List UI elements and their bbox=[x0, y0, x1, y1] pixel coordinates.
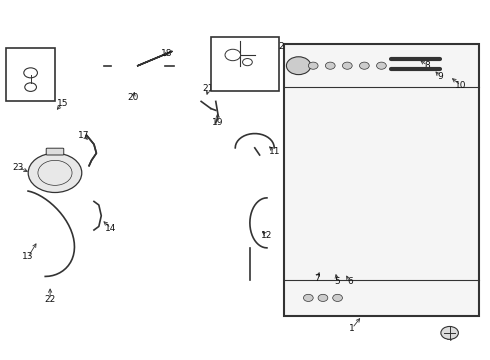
Text: 23: 23 bbox=[13, 163, 24, 172]
FancyBboxPatch shape bbox=[211, 37, 279, 91]
Circle shape bbox=[441, 327, 459, 339]
Circle shape bbox=[24, 68, 37, 78]
Circle shape bbox=[360, 62, 369, 69]
Text: 8: 8 bbox=[425, 61, 431, 70]
Circle shape bbox=[343, 62, 352, 69]
Text: 12: 12 bbox=[261, 231, 272, 240]
Text: 19: 19 bbox=[213, 118, 224, 127]
Circle shape bbox=[25, 83, 36, 91]
Text: 22: 22 bbox=[45, 295, 56, 304]
FancyBboxPatch shape bbox=[46, 148, 64, 155]
FancyBboxPatch shape bbox=[284, 44, 479, 316]
Text: 21: 21 bbox=[203, 84, 214, 93]
Circle shape bbox=[243, 59, 252, 66]
Text: 4: 4 bbox=[447, 334, 452, 343]
Circle shape bbox=[28, 153, 82, 193]
Text: 17: 17 bbox=[77, 131, 89, 140]
Circle shape bbox=[303, 294, 313, 301]
Text: 16: 16 bbox=[25, 67, 36, 76]
Text: 3: 3 bbox=[220, 68, 226, 77]
Text: 1: 1 bbox=[349, 324, 355, 333]
Text: 7: 7 bbox=[314, 274, 320, 283]
Text: 15: 15 bbox=[56, 99, 68, 108]
Text: 20: 20 bbox=[127, 93, 139, 102]
Text: 16: 16 bbox=[25, 68, 36, 77]
Circle shape bbox=[376, 62, 386, 69]
Circle shape bbox=[287, 57, 311, 75]
Circle shape bbox=[308, 62, 318, 69]
Text: 6: 6 bbox=[347, 277, 353, 286]
Text: 10: 10 bbox=[455, 81, 466, 90]
Text: 2: 2 bbox=[279, 41, 284, 50]
Text: 9: 9 bbox=[437, 72, 443, 81]
Text: 14: 14 bbox=[105, 224, 117, 233]
Circle shape bbox=[38, 160, 72, 185]
Circle shape bbox=[225, 49, 241, 61]
Text: 11: 11 bbox=[269, 147, 280, 156]
FancyBboxPatch shape bbox=[6, 48, 55, 102]
Circle shape bbox=[333, 294, 343, 301]
Text: 3: 3 bbox=[226, 61, 232, 70]
Text: 5: 5 bbox=[335, 277, 341, 286]
Circle shape bbox=[318, 294, 328, 301]
Text: 18: 18 bbox=[161, 49, 173, 58]
Text: 13: 13 bbox=[23, 252, 34, 261]
Circle shape bbox=[325, 62, 335, 69]
